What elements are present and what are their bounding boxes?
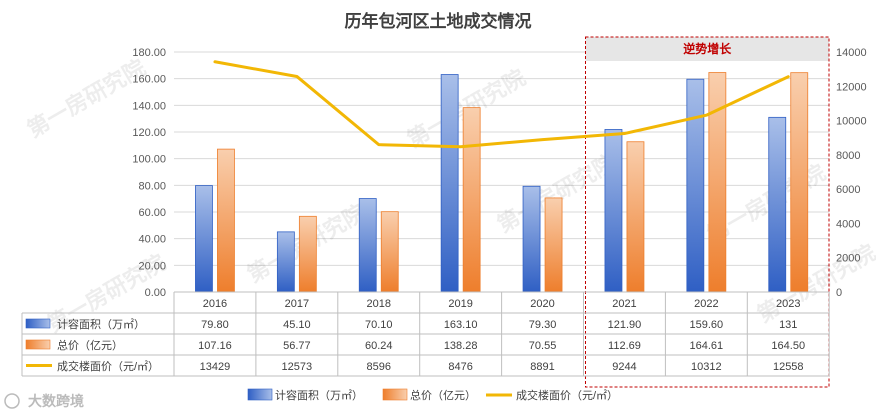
bar-0-2019 [441, 75, 458, 292]
legend: 计容面积（万㎡） 总价（亿元） 成交楼面价（元/㎡） [248, 388, 618, 402]
bar-0-2016 [195, 186, 212, 292]
table-cell-2-2021: 9244 [612, 361, 636, 373]
legend-key-0 [248, 389, 272, 400]
x-tick-2017: 2017 [285, 298, 309, 310]
table-cell-1-2018: 60.24 [365, 340, 393, 352]
table-cell-0-2021: 121.90 [608, 319, 642, 331]
table-cell-0-2017: 45.10 [283, 319, 311, 331]
legend-key-1 [383, 389, 407, 400]
bar-1-2022 [709, 73, 726, 292]
table-cell-2-2023: 12558 [773, 361, 804, 373]
x-tick-2020: 2020 [530, 298, 554, 310]
table-cell-1-2021: 112.69 [608, 340, 641, 352]
data-table: 2016 2017 2018 2019 2020 2021 2022 2023 计容面积（万㎡）… [22, 292, 829, 376]
legend-label-0: 计容面积（万㎡） [275, 388, 363, 402]
table-cell-2-2020: 8891 [530, 361, 554, 373]
table-row-label-2: 成交楼面价（元/㎡） [57, 359, 159, 373]
logo: 大数跨境 [5, 393, 84, 409]
x-tick-2022: 2022 [694, 298, 718, 310]
bar-1-2020 [545, 198, 562, 292]
x-tick-2016: 2016 [203, 298, 227, 310]
y-right-tick: 6000 [836, 184, 860, 196]
bar-1-2023 [791, 73, 808, 292]
y-left-tick: 40.00 [138, 234, 166, 246]
logo-mark [5, 394, 19, 408]
table-cell-0-2022: 159.60 [690, 319, 724, 331]
table-cell-0-2020: 79.30 [529, 319, 557, 331]
table-row-label-0: 计容面积（万㎡） [57, 317, 145, 331]
table-cell-1-2016: 107.16 [198, 340, 232, 352]
bar-0-2020 [523, 186, 540, 292]
table-cell-0-2023: 131 [779, 319, 797, 331]
bar-0-2018 [359, 199, 376, 292]
legend-label-1: 总价（亿元） [410, 388, 476, 402]
table-cell-2-2019: 8476 [448, 361, 472, 373]
y-right-tick: 14000 [836, 47, 867, 59]
highlight-label: 逆势增长 [683, 41, 732, 56]
bar-1-2021 [627, 142, 644, 292]
table-cell-2-2016: 13429 [200, 361, 231, 373]
table-cell-2-2018: 8596 [367, 361, 391, 373]
bar-1-2016 [217, 149, 234, 292]
y-left-tick: 80.00 [138, 180, 166, 192]
table-cell-0-2018: 70.10 [365, 319, 393, 331]
table-cell-1-2019: 138.28 [444, 340, 478, 352]
x-tick-2019: 2019 [448, 298, 472, 310]
legend-label-2: 成交楼面价（元/㎡） [516, 388, 618, 402]
x-tick-2021: 2021 [612, 298, 636, 310]
logo-text: 大数跨境 [28, 393, 84, 409]
table-cell-1-2017: 56.77 [283, 340, 311, 352]
y-right-tick: 4000 [836, 218, 860, 230]
y-right-tick: 12000 [836, 81, 867, 93]
table-cell-1-2022: 164.61 [690, 340, 724, 352]
bar-0-2022 [687, 79, 704, 292]
table-cell-1-2020: 70.55 [529, 340, 557, 352]
x-tick-2023: 2023 [776, 298, 800, 310]
y-left-tick: 60.00 [138, 207, 166, 219]
chart-title: 历年包河区土地成交情况 [345, 11, 532, 31]
table-key-0 [26, 319, 50, 328]
y-left-tick: 160.00 [132, 74, 166, 86]
bar-0-2023 [769, 117, 786, 292]
bar-0-2021 [605, 129, 622, 292]
y-left-tick: 140.00 [132, 100, 166, 112]
watermark-text: 第一房研究院 [23, 55, 150, 143]
y-right-tick: 0 [836, 287, 842, 299]
y-left-tick: 20.00 [138, 260, 166, 272]
table-cell-0-2019: 163.10 [444, 319, 478, 331]
x-tick-2018: 2018 [367, 298, 391, 310]
y-right-tick: 2000 [836, 253, 860, 265]
y-left-tick: 180.00 [132, 47, 166, 59]
y-left-tick: 100.00 [132, 154, 166, 166]
table-cell-0-2016: 79.80 [201, 319, 229, 331]
y-right-tick: 10000 [836, 116, 867, 128]
table-cell-2-2022: 10312 [691, 361, 722, 373]
table-key-1 [26, 340, 50, 349]
table-cell-1-2023: 164.50 [771, 340, 805, 352]
y-right-tick: 8000 [836, 150, 860, 162]
table-cell-2-2017: 12573 [282, 361, 313, 373]
bar-1-2017 [299, 216, 316, 292]
table-row-label-1: 总价（亿元） [57, 338, 123, 352]
y-left-tick: 120.00 [132, 127, 166, 139]
bar-1-2018 [381, 212, 398, 292]
bar-0-2017 [277, 232, 294, 292]
y-left-tick: 0.00 [145, 287, 166, 299]
bar-1-2019 [463, 108, 480, 292]
